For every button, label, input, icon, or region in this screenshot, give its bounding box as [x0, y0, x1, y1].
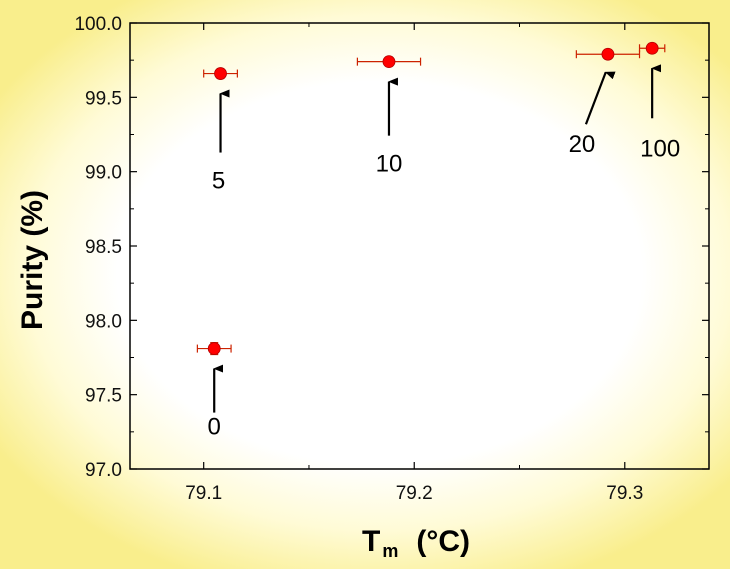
point-label: 0 — [208, 414, 221, 441]
annotation-arrow — [584, 71, 616, 125]
x-axis-title-unit: (°C) — [416, 525, 470, 558]
y-tick-label: 98.0 — [85, 311, 122, 332]
x-axis-title-symbol: T — [362, 525, 380, 558]
x-tick-label: 79.1 — [185, 483, 222, 504]
data-series: 0 5 10 20 100 — [196, 41, 680, 441]
point-label: 10 — [376, 151, 403, 178]
y-tick-label: 97.5 — [85, 386, 122, 407]
y-tick-label: 99.5 — [85, 88, 122, 109]
y-tick-label: 98.5 — [85, 237, 122, 258]
y-tick-label: 99.0 — [85, 163, 122, 184]
point-label: 100 — [640, 135, 680, 162]
x-tick-label: 79.2 — [396, 483, 433, 504]
x-axis-title-subscript: m — [382, 541, 398, 561]
y-tick-label: 97.0 — [85, 460, 122, 481]
data-point — [382, 55, 396, 69]
y-axis-title: Purity (%) — [16, 190, 49, 330]
data-point — [601, 47, 615, 61]
point-label: 20 — [569, 131, 596, 158]
point-label: 5 — [212, 168, 225, 195]
data-point — [645, 41, 659, 55]
y-tick-label: 100.0 — [74, 14, 122, 35]
x-tick-label: 79.3 — [606, 483, 643, 504]
data-point — [214, 67, 227, 80]
y-axis: 97.0 97.5 98.0 98.5 99.0 99.5 100.0 — [74, 14, 709, 481]
plot-frame — [129, 22, 710, 470]
data-point — [207, 342, 221, 355]
x-axis: 79.1 79.2 79.3 — [185, 23, 643, 504]
